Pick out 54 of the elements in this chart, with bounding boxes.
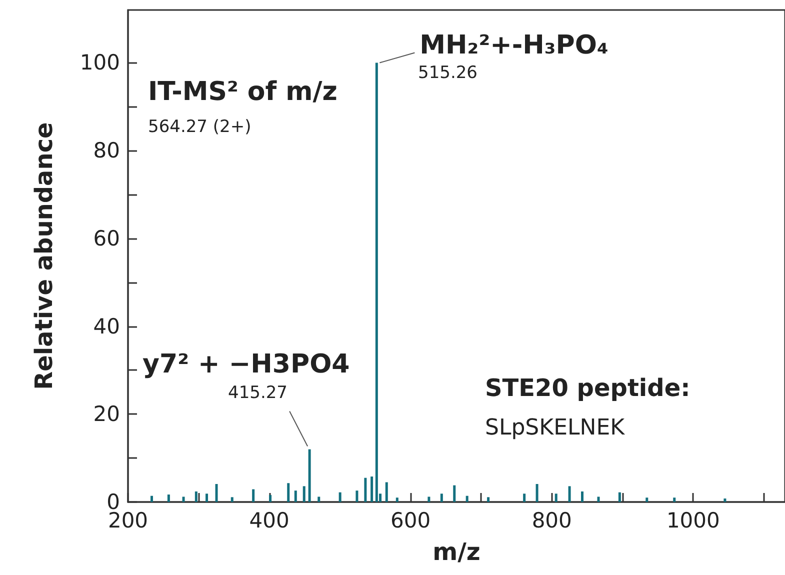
bar: [318, 496, 320, 502]
bar: [252, 489, 255, 502]
annotation: y7² + −H3PO4: [142, 349, 350, 380]
bar: [375, 62, 378, 502]
bar: [302, 486, 306, 502]
bar: [396, 498, 398, 502]
bar: [523, 494, 526, 502]
bar: [536, 484, 538, 502]
bar: [554, 494, 558, 502]
bar: [206, 494, 208, 502]
y-tick-label: 20: [93, 402, 120, 426]
bar: [215, 484, 218, 502]
bar: [182, 496, 185, 502]
bar: [466, 496, 468, 502]
y-axis-title: Relative abundance: [30, 122, 58, 390]
x-tick-label: 200: [108, 508, 148, 532]
bar: [568, 486, 571, 502]
bar: [487, 497, 490, 502]
annotation: 415.27: [228, 383, 288, 403]
bar: [440, 494, 443, 502]
bar: [385, 482, 388, 502]
annotation: 515.26: [418, 63, 478, 83]
bar: [194, 491, 198, 502]
annotation: MH₂²+-H₃PO₄: [420, 30, 608, 61]
bar: [597, 496, 600, 502]
y-tick-label: 80: [93, 138, 120, 163]
x-axis-title: m/z: [432, 538, 480, 566]
x-tick-label: 1000: [666, 508, 720, 532]
y-tick-label: 60: [93, 226, 120, 250]
annotation: 564.27 (2+): [148, 117, 252, 137]
bar: [428, 496, 430, 502]
bar: [294, 490, 297, 502]
bar: [150, 496, 153, 502]
bar: [364, 478, 367, 502]
x-tick-label: 600: [390, 508, 431, 532]
x-tick-label: 400: [249, 508, 290, 532]
bar: [646, 498, 648, 502]
bar: [724, 498, 726, 502]
y-tick-label: 100: [80, 50, 120, 75]
bar: [356, 490, 358, 502]
bar: [287, 483, 290, 502]
bar: [167, 494, 170, 502]
bar: [453, 485, 456, 502]
bar: [673, 498, 676, 502]
bar: [618, 492, 621, 502]
bar: [230, 497, 234, 502]
annotation: STE20 peptide:: [485, 374, 690, 402]
bar: [370, 476, 374, 502]
bar: [581, 491, 584, 502]
x-tick-label: 800: [532, 508, 572, 532]
annotation: IT-MS² of m/z: [148, 77, 338, 107]
bar: [308, 449, 311, 502]
y-tick-label: 40: [93, 314, 120, 338]
annotation: SLpSKELNEK: [485, 416, 626, 440]
